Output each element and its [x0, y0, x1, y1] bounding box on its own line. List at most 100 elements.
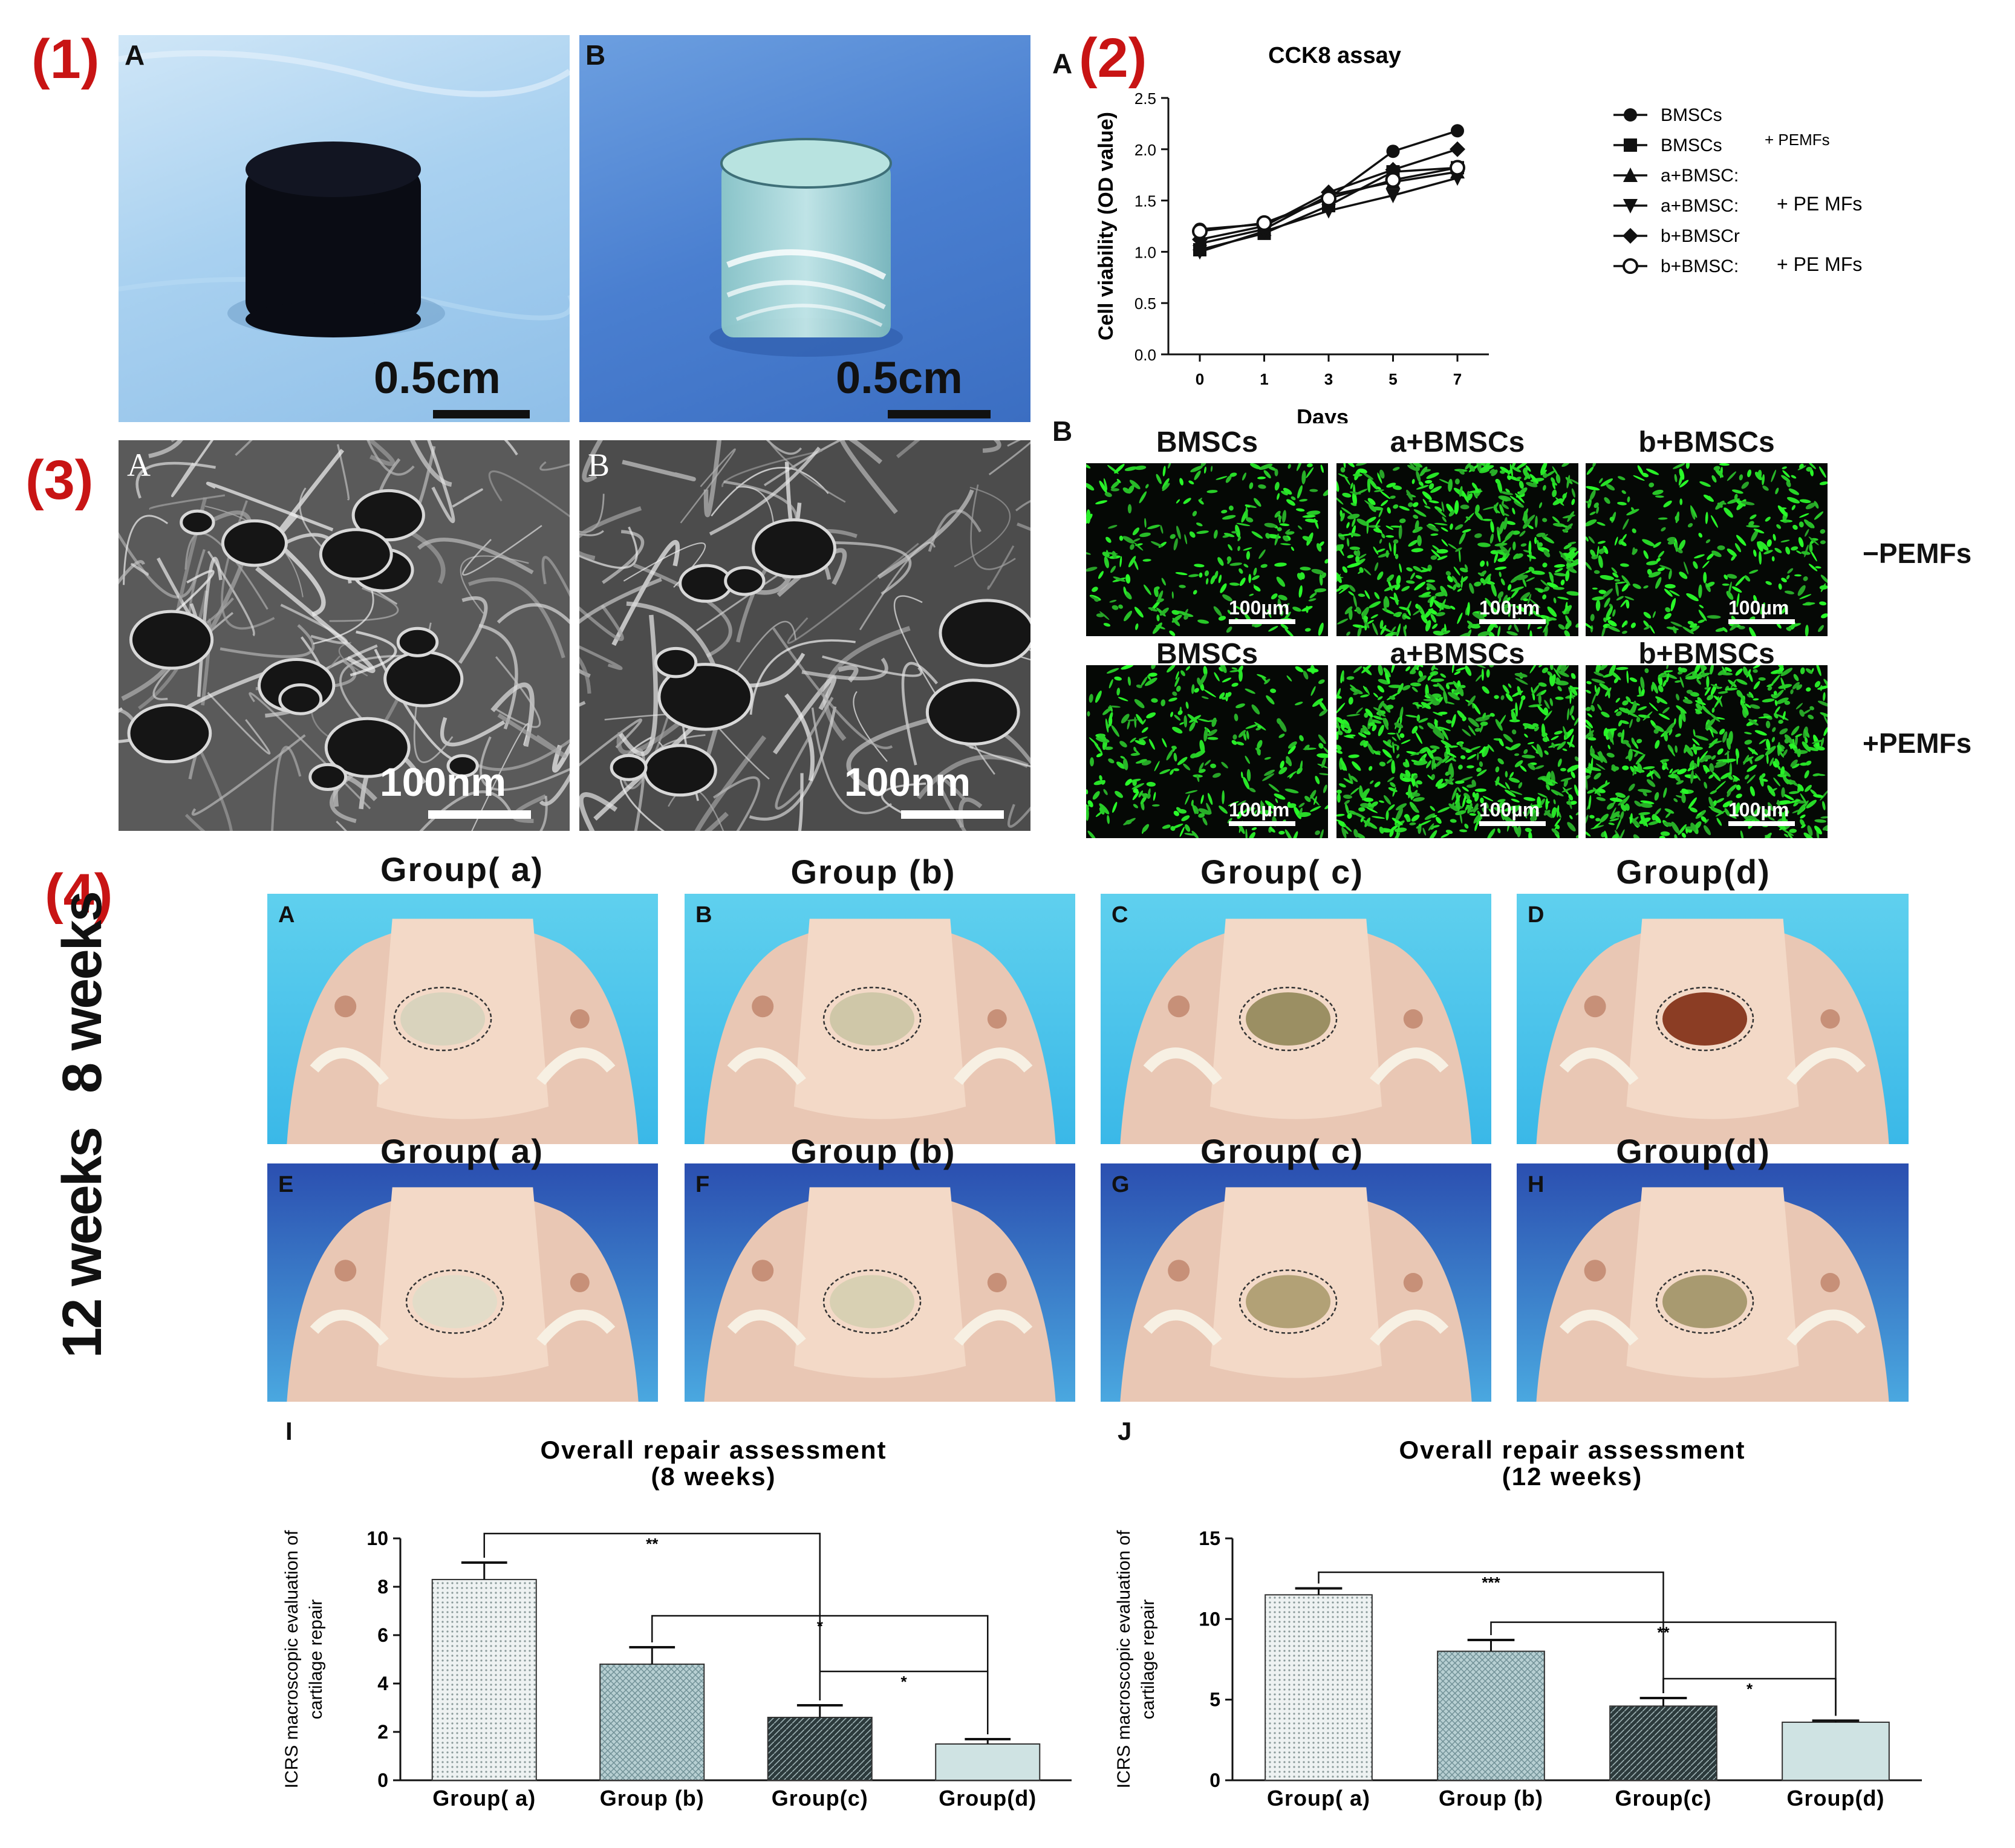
legend-marker — [1623, 168, 1638, 182]
knee-sub-label: D — [1528, 902, 1545, 928]
bar-chart-subtitle: (12 weeks) — [1502, 1462, 1642, 1491]
legend-marker — [1623, 228, 1638, 244]
scale-text-3a: 100nm — [380, 760, 507, 804]
sem-pore — [129, 610, 214, 670]
defect-outline — [1655, 1269, 1754, 1334]
data-point — [1256, 215, 1272, 231]
knee-illustration — [1536, 919, 1889, 1144]
sem-pore — [319, 528, 393, 581]
knee-photo-f: F — [685, 1163, 1075, 1402]
fluor-title-r2c2: a+BMSCs — [1390, 638, 1525, 670]
significance-label: ** — [1657, 1624, 1670, 1642]
fluor-scale-text: 100µm — [1229, 799, 1289, 821]
ligament — [1786, 1309, 1866, 1346]
scale-text-1b: 0.5cm — [836, 353, 963, 403]
ligament — [1786, 1047, 1866, 1085]
knee-photo-e: E — [267, 1163, 658, 1402]
sem-pore — [610, 753, 648, 781]
defect-area — [1662, 1275, 1748, 1329]
ligament — [727, 1309, 806, 1346]
fluor-title-r1c1: BMSCs — [1156, 426, 1258, 458]
ligament — [1559, 1309, 1639, 1346]
y-tick-label: 1.0 — [1134, 243, 1156, 261]
bar-0 — [1265, 1594, 1373, 1781]
legend-label: a+BMSC: — [1661, 166, 1739, 186]
data-point — [1450, 171, 1465, 186]
fluor-cells: 100µm — [1586, 665, 1828, 838]
ligament — [310, 1047, 389, 1085]
knee-photo-b: B — [685, 894, 1075, 1144]
bar-chart-title: Overall repair assessment — [541, 1436, 887, 1464]
sub-label-3b: B — [588, 447, 610, 483]
y-axis-label-line2: cartilage repair — [1138, 1599, 1158, 1719]
bar-1 — [599, 1664, 705, 1781]
bar-2 — [1609, 1705, 1717, 1781]
x-tick-label: 1 — [1260, 370, 1268, 388]
scaffold-photo-a: A 0.5cm — [119, 35, 570, 422]
y-tick-label: 0 — [1209, 1769, 1220, 1791]
sem-pore — [351, 489, 425, 542]
row-label-8-weeks: 8 weeks — [51, 893, 113, 1093]
sem-pore — [657, 663, 754, 731]
x-category-label: Group( a) — [1267, 1786, 1370, 1811]
bar-chart-12-weeks: Overall repair assessment(12 weeks) ICRS … — [1114, 1436, 1922, 1811]
panel-4-label: (4) — [45, 863, 113, 925]
scale-bar-1a — [433, 410, 530, 418]
chart-title: CCK8 assay — [1268, 43, 1401, 68]
data-point — [1385, 172, 1401, 188]
scale-text-3b: 100nm — [844, 760, 971, 804]
data-point — [1450, 141, 1465, 157]
knee-illustration — [1120, 1187, 1472, 1402]
legend-suffix: + PE MFs — [1777, 193, 1862, 215]
defect-area — [1246, 1275, 1331, 1329]
fluor-title-r2c3: b+BMSCs — [1638, 638, 1775, 670]
y-tick-label: 4 — [377, 1673, 388, 1694]
ligament — [310, 1309, 389, 1346]
sem-pore — [752, 518, 837, 579]
clear-scaffold-illustration — [709, 138, 903, 357]
scale-bar-3a — [428, 810, 531, 819]
bracket-line — [483, 1532, 821, 1700]
bracket-line — [819, 1670, 989, 1734]
y-tick-label: 5 — [1209, 1689, 1220, 1711]
legend-marker — [1624, 138, 1637, 152]
sub-label-2b: B — [1052, 415, 1073, 447]
y-tick-label: 2.5 — [1134, 89, 1156, 108]
knee-illustration — [1536, 1187, 1889, 1402]
sem-pore — [679, 564, 733, 603]
series-0 — [1193, 124, 1464, 236]
ligament — [1143, 1047, 1222, 1085]
x-axis-label: Days — [1297, 405, 1349, 423]
data-point — [1450, 160, 1465, 176]
bar-3 — [935, 1743, 1041, 1781]
significance-label: * — [900, 1673, 907, 1691]
bracket-line — [1490, 1621, 1837, 1716]
defect-outline — [1239, 1269, 1338, 1334]
sub-label-1a: A — [125, 39, 145, 71]
bar-2 — [767, 1717, 873, 1781]
y-tick-label: 1.5 — [1134, 192, 1156, 210]
knee-sub-label: E — [278, 1172, 294, 1197]
sub-label-i: I — [285, 1417, 293, 1445]
x-category-label: Group(d) — [1787, 1786, 1885, 1811]
sub-label-3a: A — [127, 447, 151, 483]
ligament — [536, 1309, 616, 1346]
fluor-scale-bar — [1229, 619, 1295, 624]
knee-illustration — [704, 1187, 1056, 1402]
data-point — [1321, 204, 1336, 219]
bar-chart-subtitle: (8 weeks) — [651, 1462, 776, 1491]
x-category-label: Group( a) — [432, 1786, 536, 1811]
legend-marker — [1623, 199, 1638, 213]
data-point — [1385, 189, 1401, 204]
knee-sub-label: C — [1112, 902, 1128, 928]
x-category-label: Group (b) — [600, 1786, 705, 1811]
fluor-cells: 100µm — [1336, 665, 1578, 838]
sem-pore — [383, 650, 464, 708]
fluor-scale-text: 100µm — [1479, 597, 1540, 619]
fluor-scale-bar — [1728, 821, 1795, 826]
knee-sub-label: F — [695, 1172, 710, 1197]
legend-label: b+BMSC: — [1661, 256, 1739, 276]
significance-label: * — [1746, 1680, 1753, 1698]
bar-chart-title: Overall repair assessment — [1399, 1436, 1746, 1464]
y-tick-label: 10 — [1199, 1608, 1220, 1630]
